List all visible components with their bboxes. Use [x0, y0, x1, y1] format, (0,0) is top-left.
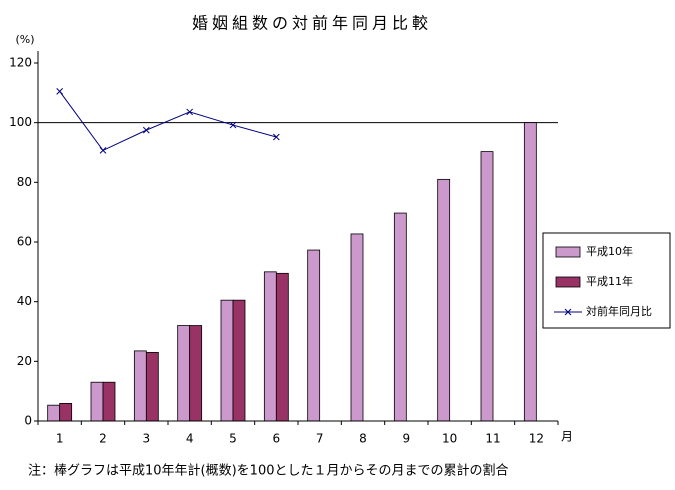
bar: [102, 381, 116, 422]
bar: [177, 325, 191, 422]
legend-marker: [564, 308, 572, 316]
y-tick-label: 0: [24, 414, 32, 428]
x-tick-label: 6: [273, 432, 281, 446]
bar: [232, 299, 246, 422]
y-unit: (%): [15, 33, 34, 46]
x-tick-label: 1: [56, 432, 64, 446]
legend-label: 平成11年: [586, 274, 633, 288]
y-tick-label: 120: [9, 56, 32, 70]
x-tick-label: 4: [186, 432, 194, 446]
x-tick-label: 9: [403, 432, 411, 446]
bar: [350, 233, 364, 422]
bar: [307, 249, 321, 422]
x-tick-label: 10: [442, 432, 457, 446]
y-tick-label: 100: [9, 115, 32, 129]
bar: [480, 151, 494, 422]
y-tick-label: 80: [17, 175, 32, 189]
bar: [133, 350, 147, 422]
bar: [263, 271, 277, 422]
x-tick-label: 11: [485, 432, 500, 446]
x-unit: 月: [561, 430, 573, 444]
line-marker: [99, 147, 107, 154]
chart-title: 婚姻組数の対前年同月比較: [192, 14, 432, 33]
legend-swatch: [555, 276, 581, 288]
line-marker: [272, 133, 280, 141]
bar: [220, 299, 234, 422]
x-tick-label: 5: [229, 432, 237, 446]
bar: [275, 272, 289, 422]
x-tick-label: 12: [529, 432, 544, 446]
legend-swatch: [555, 246, 581, 258]
legend-label: 対前年同月比: [586, 304, 652, 318]
line-marker: [56, 87, 64, 95]
line-marker: [142, 126, 150, 134]
line: [59, 91, 277, 152]
bar: [437, 178, 451, 422]
bar: [523, 122, 537, 422]
bar: [189, 325, 203, 422]
line-marker: [186, 108, 194, 116]
y-tick-label: 40: [17, 294, 32, 308]
bar: [393, 212, 407, 422]
x-tick-label: 8: [359, 432, 367, 446]
y-tick-label: 20: [17, 354, 32, 368]
bar: [47, 404, 61, 422]
line-marker: [229, 121, 237, 129]
x-tick-label: 7: [316, 432, 324, 446]
note: 注：棒グラフは平成10年年計(概数)を100とした１月からその月までの累計の割合: [28, 463, 509, 479]
bar: [90, 381, 104, 422]
y-tick-label: 60: [17, 235, 32, 249]
legend-label: 平成10年: [586, 244, 633, 258]
x-tick-label: 3: [143, 432, 151, 446]
x-tick-label: 2: [99, 432, 107, 446]
bar: [59, 402, 73, 422]
bar: [145, 351, 159, 422]
